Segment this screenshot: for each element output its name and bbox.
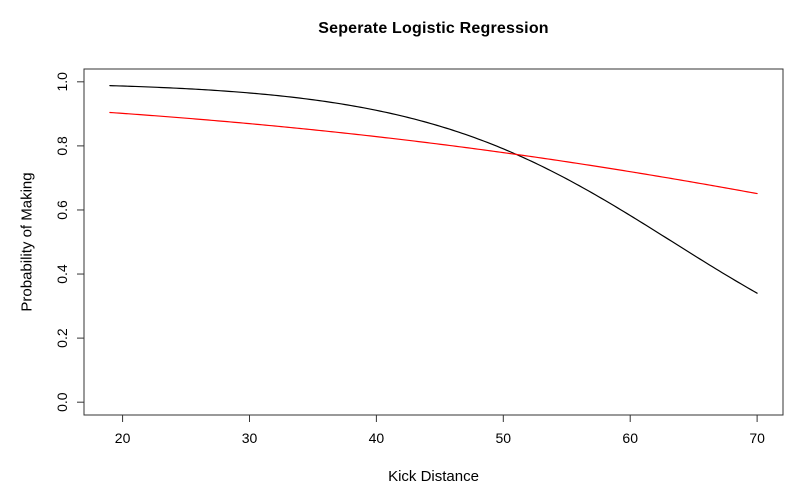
y-tick-label: 0.6: [54, 200, 70, 220]
x-tick-label: 30: [242, 430, 258, 446]
x-tick-label: 20: [115, 430, 131, 446]
chart-title: Seperate Logistic Regression: [318, 20, 549, 37]
y-tick-label: 0.8: [54, 136, 70, 156]
y-axis-title: Probability of Making: [18, 172, 36, 312]
x-tick-label: 50: [496, 430, 512, 446]
y-tick-label: 0.2: [54, 328, 70, 348]
x-tick-label: 40: [369, 430, 385, 446]
x-tick-label: 70: [749, 430, 765, 446]
series-line-steep-logistic-black: [109, 85, 758, 294]
x-tick-label: 60: [622, 430, 638, 446]
plot-frame: [83, 68, 784, 416]
series-line-shallow-logistic-red: [109, 111, 758, 195]
y-tick-label: 0.0: [54, 392, 70, 412]
y-tick-label: 1.0: [54, 72, 70, 92]
x-axis-title: Kick Distance: [388, 468, 479, 485]
y-tick-label: 0.4: [54, 264, 70, 284]
